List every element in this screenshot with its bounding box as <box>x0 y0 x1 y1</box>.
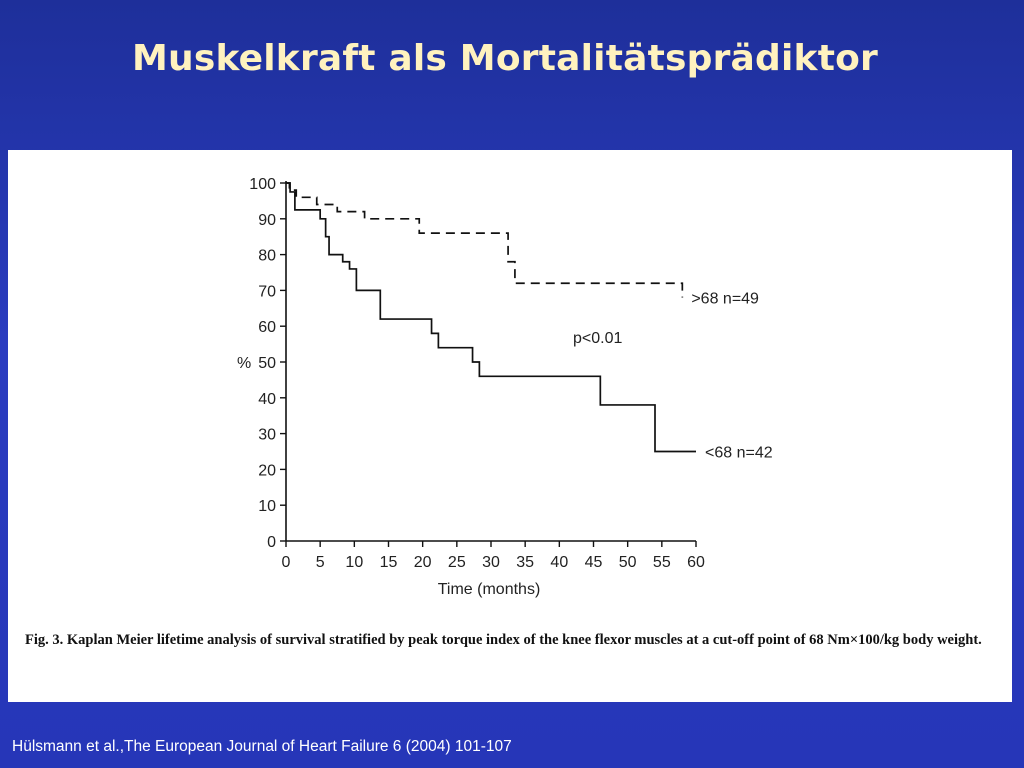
y-tick-label: 80 <box>258 248 276 265</box>
x-tick-label: 35 <box>516 554 534 571</box>
x-axis-label: Time (months) <box>438 581 541 598</box>
figure-panel: 0 10 20 30 40 50 60 70 80 90 100 0 5 10 15 20 25 30 35 40 45… <box>8 150 1012 702</box>
x-tick-label: 30 <box>482 554 500 571</box>
x-tick-label: 50 <box>619 554 637 571</box>
series-lines <box>286 182 696 453</box>
x-tick-label: 40 <box>550 554 568 571</box>
y-tick-label: 70 <box>258 283 276 300</box>
x-tick-label: 45 <box>585 554 603 571</box>
figure-caption: Fig. 3. Kaplan Meier lifetime analysis o… <box>25 632 982 648</box>
series-label: >68 n=49 <box>691 291 759 308</box>
citation: Hülsmann et al.,The European Journal of … <box>12 738 512 755</box>
axes <box>280 181 697 547</box>
y-tick-label: 30 <box>258 427 276 444</box>
y-tick-label: 20 <box>258 462 276 479</box>
kaplan-meier-chart: 0 10 20 30 40 50 60 70 80 90 100 0 5 10 15 20 25 30 35 40 45… <box>237 176 773 598</box>
slide-title: Muskelkraft als Mortalitätsprädiktor <box>132 38 878 79</box>
x-tick-label: 10 <box>345 554 363 571</box>
x-tick-label: 0 <box>282 554 291 571</box>
y-tick-label: 50 <box>258 355 276 372</box>
x-tick-label: 5 <box>316 554 325 571</box>
series-line-above-68 <box>286 182 684 298</box>
y-tick-label: 60 <box>258 319 276 336</box>
series-label: <68 n=42 <box>705 445 773 462</box>
x-tick-label: 25 <box>448 554 466 571</box>
y-tick-label: 0 <box>267 534 276 551</box>
series-line-below-68 <box>286 182 696 453</box>
y-tick-label: 10 <box>258 498 276 515</box>
tick-labels: 0 10 20 30 40 50 60 70 80 90 100 0 5 10 15 20 25 30 35 40 45… <box>237 176 705 598</box>
y-tick-label: 90 <box>258 212 276 229</box>
y-axis-label: % <box>237 355 251 372</box>
x-tick-label: 55 <box>653 554 671 571</box>
series-labels: >68 n=49 <68 n=42 p<0.01 <box>573 291 773 462</box>
x-tick-label: 60 <box>687 554 705 571</box>
y-tick-label: 100 <box>249 176 276 193</box>
x-tick-label: 20 <box>414 554 432 571</box>
y-tick-label: 40 <box>258 391 276 408</box>
p-value-annotation: p<0.01 <box>573 330 622 347</box>
x-tick-label: 15 <box>380 554 398 571</box>
